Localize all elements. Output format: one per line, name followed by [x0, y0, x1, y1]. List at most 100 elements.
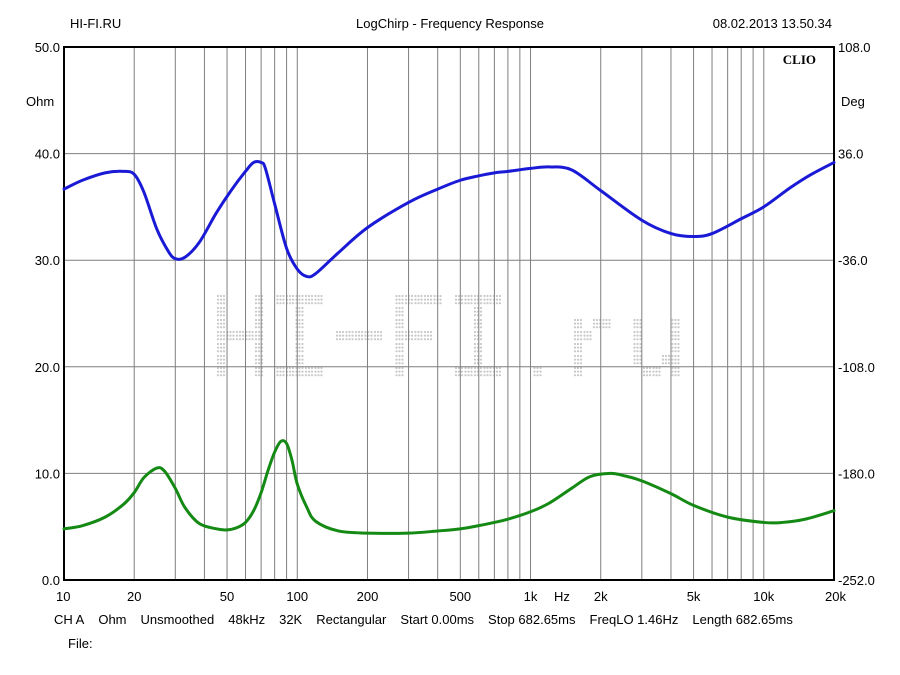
watermark-dot: [216, 302, 220, 305]
watermark-dot: [420, 334, 423, 337]
watermark-dot: [216, 310, 220, 313]
watermark-dot: [433, 302, 436, 305]
watermark-dot: [489, 374, 492, 377]
watermark-dot: [671, 366, 674, 370]
watermark-dot: [639, 358, 642, 361]
watermark-dot: [479, 318, 483, 322]
watermark-dot: [636, 350, 639, 353]
watermark-dot: [671, 358, 674, 361]
left-tick-label: 20.0: [35, 360, 60, 375]
watermark-dot: [667, 362, 671, 365]
watermark-dot: [636, 354, 639, 358]
watermark-dot: [395, 362, 398, 365]
watermark-dot: [454, 374, 458, 377]
x-tick-label: 200: [357, 589, 379, 604]
watermark-dot: [216, 298, 220, 301]
watermark-dot: [454, 366, 458, 370]
watermark-dot: [398, 306, 401, 310]
watermark-dot: [257, 358, 261, 361]
watermark-dot: [241, 334, 245, 337]
watermark-dot: [257, 338, 261, 341]
watermark-dot: [398, 358, 401, 361]
watermark-dot: [677, 354, 680, 358]
watermark-dot: [257, 326, 261, 329]
watermark-dot: [288, 374, 292, 377]
watermark-dot: [216, 350, 220, 353]
watermark-dot: [589, 338, 592, 341]
watermark-dot: [460, 302, 464, 305]
watermark-dot: [636, 342, 639, 346]
watermark-dot: [360, 334, 364, 337]
watermark-dot: [301, 358, 304, 361]
watermark-dot: [310, 370, 314, 373]
watermark-dot: [608, 318, 611, 322]
watermark-dot: [473, 306, 477, 310]
watermark-dot: [460, 374, 464, 377]
x-tick-label: 20: [127, 589, 141, 604]
watermark-dot: [467, 294, 470, 298]
watermark-dot: [433, 294, 436, 298]
watermark-dot: [219, 326, 223, 329]
watermark-dot: [495, 298, 499, 301]
watermark-dot: [238, 330, 242, 334]
watermark-dot: [674, 334, 677, 337]
watermark-dot: [360, 338, 364, 341]
watermark-dot: [473, 326, 477, 329]
watermark-dot: [605, 322, 608, 325]
watermark-dot: [254, 366, 258, 370]
watermark-dot: [473, 338, 477, 341]
watermark-dot: [579, 318, 583, 322]
watermark-dot: [304, 370, 308, 373]
watermark-dot: [648, 374, 652, 377]
watermark-dot: [357, 334, 361, 337]
watermark-dot: [404, 302, 408, 305]
right-tick-label: -180.0: [838, 466, 875, 481]
watermark-dot: [401, 294, 404, 298]
watermark-dot: [658, 366, 661, 370]
watermark-dot: [483, 294, 486, 298]
watermark-dot: [354, 338, 358, 341]
watermark-dot: [479, 314, 483, 317]
watermark-dot: [639, 326, 642, 329]
left-axis-ticks: 0.0 10.0 20.0 30.0 40.0 50.0: [35, 40, 60, 588]
watermark-dot: [595, 322, 599, 325]
watermark-dot: [229, 338, 232, 341]
watermark-dot: [642, 366, 646, 370]
watermark-dot: [219, 366, 223, 370]
watermark-dot: [404, 294, 408, 298]
watermark-dot: [573, 342, 577, 346]
watermark-dot: [677, 362, 680, 365]
watermark-dot: [301, 334, 304, 337]
watermark-dot: [401, 342, 404, 346]
watermark-dot: [470, 294, 473, 298]
watermark-dot: [222, 306, 226, 310]
watermark-dot: [298, 338, 301, 341]
watermark-dot: [301, 306, 304, 310]
watermark-dot: [301, 362, 304, 365]
watermark-dot: [257, 370, 261, 373]
watermark-dot: [473, 302, 477, 305]
watermark-dot: [298, 374, 301, 377]
watermark-dot: [498, 370, 502, 373]
watermark-dot: [216, 362, 220, 365]
watermark-dot: [636, 338, 639, 341]
watermark-dot: [348, 334, 351, 337]
watermark-dot: [579, 334, 583, 337]
watermark-dot: [410, 334, 414, 337]
left-tick-label: 30.0: [35, 253, 60, 268]
watermark-dot: [586, 334, 589, 337]
watermark-dot: [354, 330, 358, 334]
watermark-dot: [298, 302, 301, 305]
watermark-dot: [592, 326, 596, 329]
watermark-dot: [454, 370, 458, 373]
watermark-dot: [674, 370, 677, 373]
watermark-dot: [464, 370, 467, 373]
watermark-dot: [235, 330, 239, 334]
watermark-dot: [301, 350, 304, 353]
watermark-dot: [338, 338, 342, 341]
watermark-dot: [301, 326, 304, 329]
watermark-dot: [429, 302, 433, 305]
watermark-dot: [410, 330, 414, 334]
watermark-dot: [498, 298, 502, 301]
watermark-dot: [317, 302, 320, 305]
